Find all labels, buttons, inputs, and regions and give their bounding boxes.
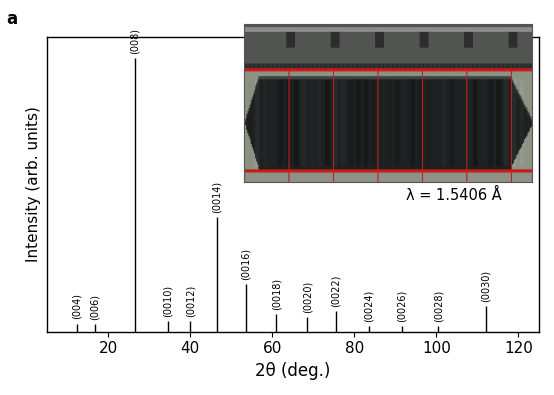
Text: (006): (006): [90, 294, 100, 320]
Text: (0028): (0028): [433, 290, 443, 322]
Text: (0020): (0020): [302, 280, 312, 312]
X-axis label: 2θ (deg.): 2θ (deg.): [255, 362, 331, 380]
Text: (008): (008): [130, 28, 140, 54]
Y-axis label: Intensity (arb. units): Intensity (arb. units): [26, 106, 41, 262]
Text: (0014): (0014): [212, 181, 222, 213]
Text: (0012): (0012): [185, 285, 195, 317]
Text: (0024): (0024): [364, 290, 374, 322]
Text: (0030): (0030): [481, 269, 491, 302]
Text: (0018): (0018): [271, 278, 281, 310]
Text: (0016): (0016): [240, 248, 250, 280]
Text: a: a: [7, 10, 18, 28]
Text: (004): (004): [72, 293, 82, 320]
Text: (0022): (0022): [331, 275, 341, 307]
Text: (0026): (0026): [397, 290, 407, 322]
Text: λ = 1.5406 Å: λ = 1.5406 Å: [406, 188, 502, 203]
Text: (0010): (0010): [163, 285, 173, 317]
